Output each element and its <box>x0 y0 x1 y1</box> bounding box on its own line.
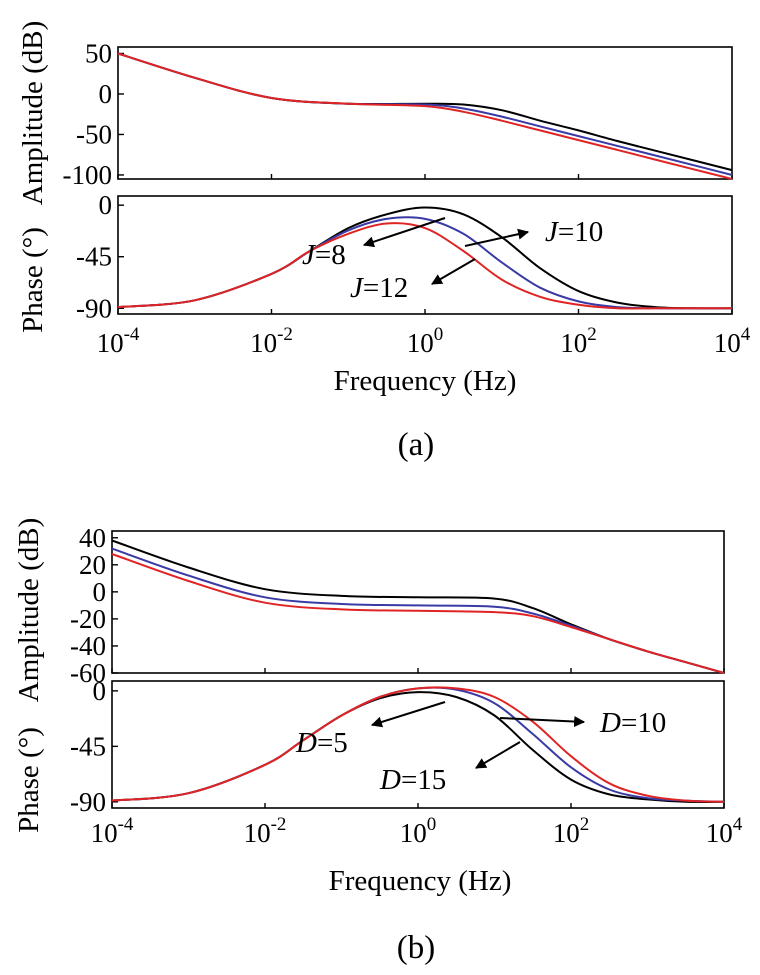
a-arrow-j10 <box>464 228 530 247</box>
figure-a: 50 0 -50 -100 0 -45 -90 10-4 10-2 100 102 104 Amp… <box>17 21 751 463</box>
a-xtick-label: 104 <box>714 324 751 358</box>
a-caption: (a) <box>398 427 435 463</box>
a-phase-ylabel: Phase (°) <box>17 227 49 333</box>
b-phase-ylabel: Phase (°) <box>13 727 45 833</box>
b-annotations: D=5 D=10 D=15 <box>295 701 666 796</box>
a-phase-series-j-12 <box>117 222 732 310</box>
a-xtick-label: 10-4 <box>97 324 140 358</box>
b-label-d5: D=5 <box>295 727 348 759</box>
a-amplitude-ytick-label: 50 <box>85 38 112 68</box>
b-amplitude-ytick-label: 20 <box>79 550 106 580</box>
a-amplitude-ytick-label: -100 <box>63 160 113 190</box>
b-arrow-d15 <box>475 741 521 769</box>
a-amplitude-ylabel: Amplitude (dB) <box>17 21 49 205</box>
b-phase-ytick-label: -90 <box>70 787 106 817</box>
a-phase-series-j-10 <box>117 206 733 310</box>
a-amplitude-ytick-label: -50 <box>76 119 112 149</box>
b-xtick-label: 102 <box>553 814 590 848</box>
b-amplitude-ytick-label: 0 <box>93 577 107 607</box>
a-label-j12: J=12 <box>350 272 408 304</box>
b-amplitude-ytick-label: -60 <box>70 658 106 688</box>
a-arrow-j8 <box>362 217 446 248</box>
a-xlabel: Frequency (Hz) <box>334 365 517 397</box>
b-amplitude-ytick-label: -40 <box>70 631 106 661</box>
b-amplitude-ylabel: Amplitude (dB) <box>13 518 45 702</box>
b-xtick-label: 10-2 <box>244 814 287 848</box>
b-amplitude-series-d-5 <box>111 539 725 674</box>
a-phase-ytick-label: -90 <box>76 293 112 323</box>
b-label-d10: D=10 <box>599 707 666 739</box>
b-phase-ytick-label: -45 <box>70 731 106 761</box>
b-amplitude-series-d-15 <box>111 553 725 674</box>
b-phase-ytick-label: 0 <box>93 676 107 706</box>
a-amplitude-series-j-12 <box>117 52 733 180</box>
b-amplitude-frame <box>111 530 725 674</box>
a-label-j10: J=10 <box>545 216 603 248</box>
a-amplitude-series-j-8 <box>117 52 733 176</box>
a-phase-ytick-label: -45 <box>76 242 112 272</box>
b-arrow-d10 <box>499 716 586 728</box>
a-phase-ytick-label: 0 <box>99 190 113 220</box>
b-phase-series-d-15 <box>111 686 725 803</box>
b-amplitude-ytick-label: 40 <box>79 523 106 553</box>
b-xlabel: Frequency (Hz) <box>329 865 512 897</box>
a-phase-series-j-8 <box>117 216 732 310</box>
b-amplitude-ytick-label: -20 <box>70 604 106 634</box>
a-xtick-label: 100 <box>407 324 444 358</box>
a-arrow-j12 <box>431 258 476 285</box>
a-amplitude-frame <box>117 46 733 180</box>
b-xtick-label: 100 <box>400 814 437 848</box>
a-xtick-label: 10-2 <box>250 324 293 358</box>
a-xtick-label: 102 <box>560 324 597 358</box>
b-xtick-label: 104 <box>706 814 743 848</box>
a-annotations: J=8 J=10 J=12 <box>302 216 603 304</box>
a-amplitude-ytick-label: 0 <box>99 79 113 109</box>
b-arrow-d5 <box>370 701 446 728</box>
b-caption: (b) <box>397 930 435 966</box>
b-xtick-label: 10-4 <box>91 814 134 848</box>
a-label-j8: J=8 <box>302 239 346 271</box>
b-label-d15: D=15 <box>379 764 446 796</box>
